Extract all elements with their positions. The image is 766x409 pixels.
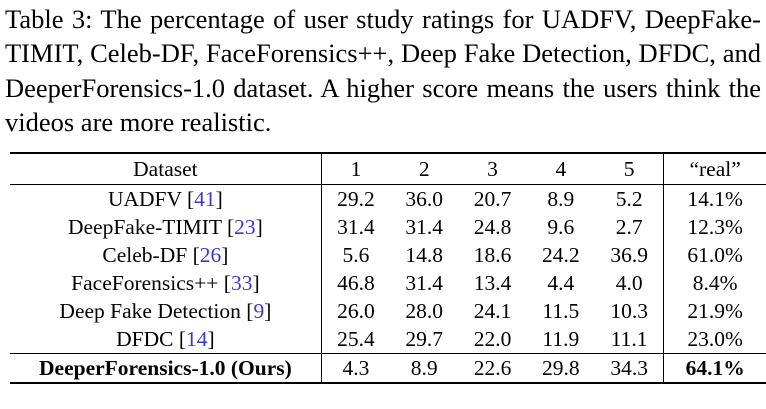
dataset-name: Celeb-DF [26] bbox=[10, 241, 322, 269]
real-value-cell: 14.1% bbox=[687, 187, 743, 211]
citation-link[interactable]: 23 bbox=[234, 215, 256, 239]
value-cell: 9.6 bbox=[547, 215, 575, 239]
user-study-table: Dataset 1 2 3 4 5 “real” UADFV [41] 29.2… bbox=[10, 152, 766, 384]
value-cell: 31.4 bbox=[337, 215, 375, 239]
value-cell: 18.6 bbox=[473, 243, 512, 267]
value-cell: 11.1 bbox=[594, 325, 665, 354]
value-cell: 36.9 bbox=[594, 241, 665, 269]
value-cell: 36.0 bbox=[405, 187, 444, 211]
value-cell: 11.5 bbox=[542, 299, 580, 323]
value-cell: 14.8 bbox=[405, 243, 444, 267]
real-value-cell: 8.4% bbox=[692, 271, 738, 295]
value-cell: 29.2 bbox=[337, 187, 375, 211]
header-rating-2: 2 bbox=[390, 152, 459, 185]
table-row: FaceForensics++ [33] 46.8 31.4 13.4 4.4 … bbox=[10, 269, 766, 297]
value-cell: 10.3 bbox=[594, 297, 665, 325]
value-cell: 46.8 bbox=[337, 271, 375, 295]
value-cell: 29.8 bbox=[526, 353, 595, 384]
dataset-name: UADFV [41] bbox=[10, 184, 322, 213]
value-cell: 8.9 bbox=[390, 353, 459, 384]
value-cell: 31.4 bbox=[405, 215, 444, 239]
table-row: DeepFake-TIMIT [23] 31.4 31.4 24.8 9.6 2… bbox=[10, 213, 766, 241]
value-cell: 28.0 bbox=[405, 299, 444, 323]
dataset-name: Deep Fake Detection [9] bbox=[10, 297, 322, 325]
header-real: “real” bbox=[663, 152, 766, 185]
table-header-row: Dataset 1 2 3 4 5 “real” bbox=[10, 152, 766, 185]
value-cell: 4.3 bbox=[321, 353, 391, 384]
ours-row: DeeperForensics-1.0 (Ours) 4.3 8.9 22.6 … bbox=[10, 353, 766, 384]
value-cell: 11.9 bbox=[542, 327, 580, 351]
dataset-name: DFDC [14] bbox=[10, 325, 322, 354]
table-row: Deep Fake Detection [9] 26.0 28.0 24.1 1… bbox=[10, 297, 766, 325]
table-caption: Table 3: The percentage of user study ra… bbox=[5, 4, 761, 137]
value-cell: 2.7 bbox=[594, 213, 665, 241]
ours-dataset-name: DeeperForensics-1.0 (Ours) bbox=[10, 353, 322, 384]
value-cell: 5.6 bbox=[342, 243, 370, 267]
citation-link[interactable]: 14 bbox=[186, 327, 208, 351]
header-rating-1: 1 bbox=[321, 152, 391, 185]
header-rating-4: 4 bbox=[526, 152, 595, 185]
value-cell: 5.2 bbox=[594, 184, 665, 213]
value-cell: 20.7 bbox=[473, 187, 512, 211]
value-cell: 4.0 bbox=[594, 269, 665, 297]
header-rating-5: 5 bbox=[594, 152, 665, 185]
value-cell: 24.1 bbox=[473, 299, 512, 323]
value-cell: 22.0 bbox=[473, 327, 512, 351]
value-cell: 29.7 bbox=[405, 327, 444, 351]
real-value-cell: 21.9% bbox=[687, 299, 743, 323]
citation-link[interactable]: 9 bbox=[253, 299, 265, 323]
real-value-cell: 12.3% bbox=[687, 215, 743, 239]
table-row: DFDC [14] 25.4 29.7 22.0 11.9 11.1 23.0% bbox=[10, 325, 766, 354]
table-row: Celeb-DF [26] 5.6 14.8 18.6 24.2 36.9 61… bbox=[10, 241, 766, 269]
value-cell: 24.2 bbox=[542, 243, 580, 267]
value-cell: 22.6 bbox=[458, 353, 527, 384]
dataset-name: DeepFake-TIMIT [23] bbox=[10, 213, 322, 241]
real-value-cell: 61.0% bbox=[687, 243, 743, 267]
value-cell: 34.3 bbox=[594, 353, 665, 384]
header-rating-3: 3 bbox=[458, 152, 527, 185]
real-value-cell: 23.0% bbox=[687, 327, 743, 351]
value-cell: 24.8 bbox=[473, 215, 512, 239]
table-row: UADFV [41] 29.2 36.0 20.7 8.9 5.2 14.1% bbox=[10, 184, 766, 213]
value-cell: 13.4 bbox=[473, 271, 512, 295]
value-cell: 26.0 bbox=[337, 299, 375, 323]
dataset-name: FaceForensics++ [33] bbox=[10, 269, 322, 297]
value-cell: 25.4 bbox=[337, 327, 375, 351]
citation-link[interactable]: 26 bbox=[199, 243, 222, 267]
value-cell: 8.9 bbox=[547, 187, 575, 211]
header-dataset: Dataset bbox=[10, 152, 322, 185]
citation-link[interactable]: 41 bbox=[194, 187, 216, 211]
citation-link[interactable]: 33 bbox=[230, 271, 253, 295]
ours-real-value-cell: 64.1% bbox=[663, 353, 766, 384]
value-cell: 4.4 bbox=[547, 271, 575, 295]
value-cell: 31.4 bbox=[405, 271, 444, 295]
